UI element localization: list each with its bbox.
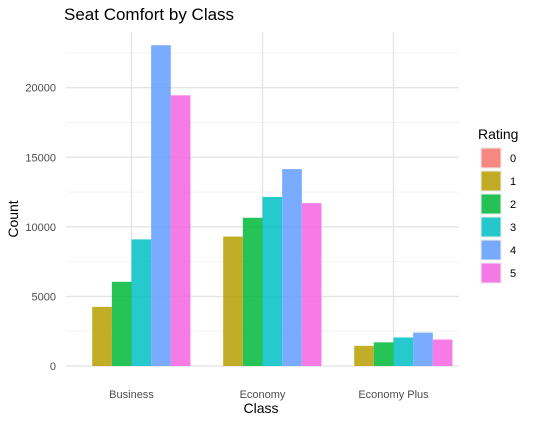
bar [262, 196, 283, 366]
y-axis: 0 5000 10000 15000 20000 [25, 83, 56, 373]
y-tick-label: 20000 [25, 83, 56, 95]
y-tick-label: 10000 [25, 222, 56, 234]
legend: Rating 0 1 2 3 4 5 [478, 126, 518, 284]
y-tick-label: 15000 [25, 152, 56, 164]
x-axis-title: Class [243, 400, 278, 416]
bar [131, 239, 152, 366]
bar [393, 337, 414, 366]
chart-title: Seat Comfort by Class [64, 5, 234, 24]
x-axis: Business Economy Economy Plus [109, 389, 429, 401]
y-tick-label: 0 [50, 361, 56, 373]
legend-title: Rating [478, 126, 518, 142]
bar [170, 95, 191, 366]
bar [301, 203, 322, 366]
y-axis-title: Count [5, 200, 21, 237]
legend-label: 5 [510, 268, 516, 280]
legend-swatch [481, 148, 501, 168]
bar [92, 306, 112, 366]
legend-label: 2 [510, 199, 516, 211]
bar [413, 332, 433, 366]
legend-swatch [481, 171, 501, 191]
bar [223, 236, 243, 366]
x-tick-label: Business [109, 389, 154, 401]
bar [373, 342, 394, 366]
bars [92, 45, 453, 367]
bar [354, 345, 374, 366]
bar [432, 339, 453, 366]
legend-label: 3 [510, 222, 516, 234]
x-tick-label: Economy Plus [358, 389, 429, 401]
bar [151, 45, 171, 367]
legend-swatch [481, 263, 501, 283]
legend-label: 1 [510, 176, 516, 188]
legend-label: 4 [510, 245, 516, 257]
legend-label: 0 [510, 153, 516, 165]
y-tick-label: 5000 [32, 291, 56, 303]
legend-swatch [481, 240, 501, 260]
bar [282, 169, 302, 366]
bar [242, 217, 263, 366]
legend-swatch [481, 194, 501, 214]
x-tick-label: Economy [240, 389, 286, 401]
bar [111, 281, 132, 366]
legend-swatch [481, 217, 501, 237]
